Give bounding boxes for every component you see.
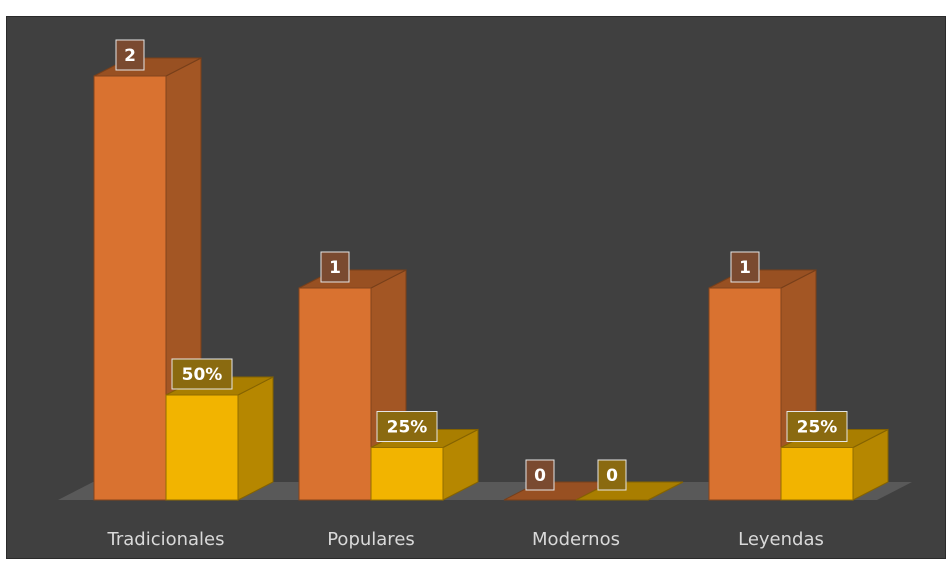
data-label-box bbox=[597, 459, 627, 491]
data-label-text: 1 bbox=[329, 258, 341, 278]
bar-front bbox=[93, 75, 167, 501]
bar-front bbox=[370, 447, 444, 501]
bar-percent-tradicionales bbox=[165, 376, 274, 501]
bar-side bbox=[237, 376, 274, 501]
category-label-leyendas: Leyendas bbox=[738, 529, 824, 550]
chart-floor bbox=[58, 482, 912, 500]
category-label-populares: Populares bbox=[327, 529, 415, 550]
data-label-box bbox=[115, 39, 145, 71]
data-label-box bbox=[730, 251, 760, 283]
data-label-box bbox=[525, 459, 555, 491]
data-label-text: 2 bbox=[124, 46, 136, 66]
category-label-tradicionales: Tradicionales bbox=[106, 529, 224, 550]
data-label-count-populares: 1 bbox=[320, 251, 350, 283]
data-label-text: 0 bbox=[606, 466, 618, 486]
data-label-count-modernos: 0 bbox=[525, 459, 555, 491]
data-label-box bbox=[786, 411, 848, 442]
category-label-modernos: Modernos bbox=[532, 529, 620, 550]
bar-percent-populares bbox=[370, 428, 479, 501]
data-label-count-tradicionales: 2 bbox=[115, 39, 145, 71]
data-label-box bbox=[376, 411, 438, 442]
data-label-text: 0 bbox=[534, 466, 546, 486]
bar-count-tradicionales bbox=[93, 57, 202, 501]
data-label-percent-leyendas: 25% bbox=[786, 411, 848, 442]
bar-front bbox=[165, 394, 239, 501]
bar-front bbox=[708, 287, 782, 501]
data-label-box bbox=[320, 251, 350, 283]
data-label-percent-modernos: 0 bbox=[597, 459, 627, 491]
data-label-percent-tradicionales: 50% bbox=[171, 358, 233, 390]
bar-front bbox=[298, 287, 372, 501]
data-label-box bbox=[171, 358, 233, 390]
data-label-text: 25% bbox=[387, 418, 428, 438]
data-label-text: 50% bbox=[182, 365, 223, 385]
data-label-text: 25% bbox=[797, 418, 838, 438]
data-label-text: 1 bbox=[739, 258, 751, 278]
data-label-count-leyendas: 1 bbox=[730, 251, 760, 283]
data-label-percent-populares: 25% bbox=[376, 411, 438, 442]
bar-front bbox=[780, 447, 854, 501]
